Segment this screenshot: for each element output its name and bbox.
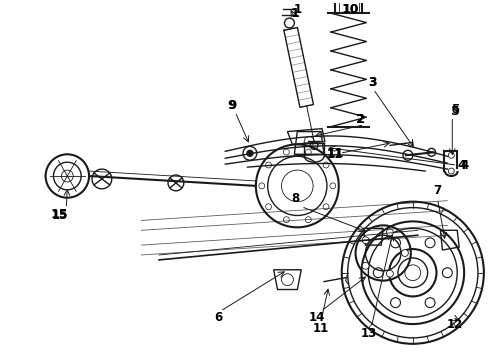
Text: 3: 3 (368, 76, 377, 89)
Text: 5: 5 (451, 105, 460, 118)
Text: 8: 8 (291, 192, 299, 205)
Circle shape (259, 183, 265, 189)
Circle shape (391, 238, 400, 248)
Text: 13: 13 (360, 328, 376, 341)
Text: 9: 9 (228, 99, 236, 112)
Circle shape (373, 268, 383, 278)
Text: 4: 4 (460, 159, 468, 172)
Circle shape (305, 149, 311, 155)
Circle shape (323, 204, 329, 210)
Text: 14: 14 (309, 311, 325, 324)
Circle shape (323, 162, 329, 168)
Circle shape (362, 262, 369, 269)
Text: 9: 9 (228, 99, 237, 112)
Text: 1: 1 (293, 3, 301, 16)
Text: 12: 12 (447, 318, 464, 330)
Text: 3: 3 (368, 76, 376, 89)
Text: 15: 15 (50, 208, 68, 221)
Text: 2: 2 (356, 113, 365, 126)
Text: 5: 5 (451, 103, 459, 116)
Circle shape (362, 237, 369, 244)
Text: 11: 11 (313, 323, 329, 336)
Circle shape (283, 217, 289, 222)
Circle shape (305, 217, 311, 222)
Circle shape (283, 149, 289, 155)
Circle shape (330, 183, 336, 189)
Circle shape (401, 249, 408, 256)
Circle shape (387, 270, 393, 277)
Circle shape (442, 268, 452, 278)
Text: 4: 4 (458, 159, 466, 172)
Circle shape (247, 150, 253, 156)
Circle shape (266, 204, 271, 210)
Text: 1: 1 (291, 6, 300, 20)
Text: 11: 11 (326, 147, 343, 160)
Text: 10: 10 (342, 3, 359, 16)
Text: 2: 2 (356, 113, 365, 126)
Circle shape (387, 229, 393, 236)
Circle shape (398, 258, 428, 288)
Text: 11: 11 (327, 148, 343, 161)
Circle shape (266, 162, 271, 168)
Circle shape (391, 298, 400, 307)
Text: 10: 10 (343, 3, 359, 16)
Text: 7: 7 (434, 184, 441, 197)
Text: 15: 15 (51, 209, 68, 222)
Circle shape (425, 238, 435, 248)
Text: 6: 6 (214, 311, 222, 324)
Circle shape (425, 298, 435, 307)
